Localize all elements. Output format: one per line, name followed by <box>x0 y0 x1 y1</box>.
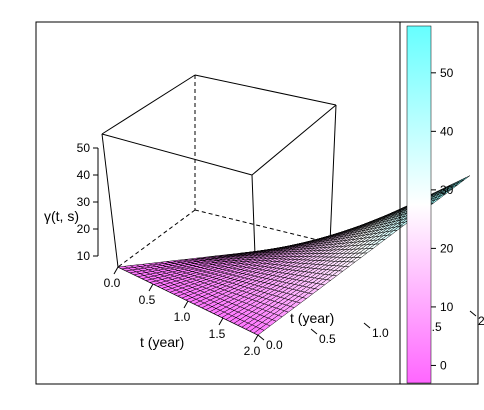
y-tick-mark <box>469 310 477 317</box>
y-tick-label: 1.0 <box>372 326 389 340</box>
box-edge-top-back-left <box>101 74 196 135</box>
z-tick-label: 10 <box>77 249 91 263</box>
colorbar-ticks: 0 10 20 30 40 50 <box>431 66 454 372</box>
x-tick-mark <box>113 266 119 275</box>
y-tick-label: 0.0 <box>266 338 283 352</box>
x-tick-label: 0.0 <box>104 276 121 290</box>
box-edge-top-back-right <box>194 74 337 106</box>
box-edge-back-right <box>194 209 331 244</box>
z-tick-label: 50 <box>77 141 91 155</box>
y-tick-mark <box>257 334 265 341</box>
z-tick-label: 40 <box>77 168 91 182</box>
x-tick-label: 1.5 <box>209 327 226 341</box>
colorbar-gradient <box>406 25 432 384</box>
colorbar-frame <box>399 21 479 385</box>
box-edge-top-front-right <box>251 104 337 176</box>
x-tick-label: 2.0 <box>244 344 261 358</box>
box-edge-top-front-left <box>101 133 253 176</box>
y-tick-mark <box>363 322 371 329</box>
x-tick-mark <box>183 300 189 309</box>
x-tick-label: 1.0 <box>174 310 191 324</box>
x-tick-mark <box>253 334 259 343</box>
x-axis: 0.0 0.5 1.0 1.5 2.0 t (year) <box>104 266 261 358</box>
x-axis-label: t (year) <box>140 334 184 350</box>
y-axis: 0.00.51.01.52.0 t (year) <box>257 310 484 352</box>
y-tick-label: 0.5 <box>319 332 336 346</box>
colorbar: 0 10 20 30 40 50 <box>399 21 479 385</box>
z-tick-label: 20 <box>77 222 91 236</box>
colorbar-tick-label: 20 <box>440 241 454 255</box>
surface-mesh <box>117 175 471 336</box>
colorbar-tick-label: 30 <box>440 183 454 197</box>
z-axis-label: γ(t, s) <box>44 208 79 224</box>
colorbar-tick-label: 50 <box>440 66 454 80</box>
x-tick-mark <box>148 283 154 292</box>
y-tick-mark <box>310 328 318 335</box>
x-tick-label: 0.5 <box>139 293 156 307</box>
surface-facet <box>253 328 265 336</box>
x-axis-ticks: 0.0 0.5 1.0 1.5 2.0 <box>104 266 261 358</box>
box-edge-left-vertical <box>101 133 119 268</box>
z-tick-label: 30 <box>77 195 91 209</box>
x-tick-mark <box>218 317 224 326</box>
z-axis-ticks: 10 20 30 40 50 <box>77 141 98 263</box>
colorbar-tick-label: 10 <box>440 300 454 314</box>
colorbar-tick-label: 0 <box>440 358 447 372</box>
y-axis-label: t (year) <box>290 310 334 326</box>
y-tick-label: 2.0 <box>478 314 484 328</box>
box-edge-right-vertical <box>329 104 337 244</box>
box-edge-back-left <box>117 209 196 268</box>
z-axis: 10 20 30 40 50 γ(t, s) <box>44 141 99 263</box>
colorbar-tick-label: 40 <box>440 124 454 138</box>
